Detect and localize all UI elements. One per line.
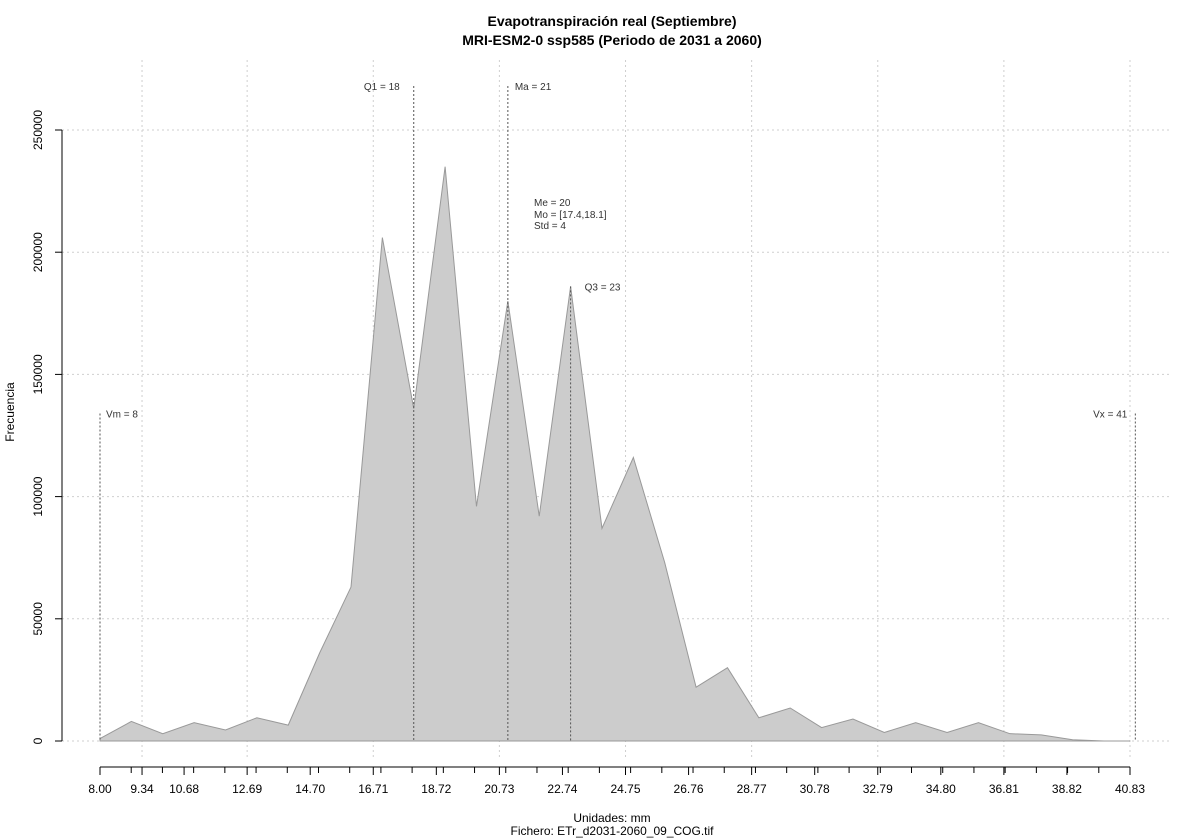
stat-std: Std = 4 xyxy=(534,221,566,232)
x-tick-label: 16.71 xyxy=(358,782,388,796)
file-caption: Fichero: ETr_d2031-2060_09_COG.tif xyxy=(511,824,715,838)
annotation-layer: Vm = 8 Q1 = 18 Ma = 21 Vx = 41 Q3 = 23 xyxy=(99,82,1136,741)
x-tick-label: 20.73 xyxy=(484,782,514,796)
x-tick-label: 14.70 xyxy=(295,782,325,796)
stat-mode: Mo = [17.4,18.1] xyxy=(534,210,607,221)
x-tick-label: 26.76 xyxy=(674,782,704,796)
q1-label: Q1 = 18 xyxy=(364,82,400,93)
y-axis: 0 50000 100000 150000 200000 250000 xyxy=(31,110,63,744)
x-tick-label: 38.82 xyxy=(1052,782,1082,796)
y-tick-label: 100000 xyxy=(31,476,45,516)
x-tick-label: 10.68 xyxy=(169,782,199,796)
x-axis: 8.00 9.34 10.68 12.69 14.70 16.71 18.72 20.73 22… xyxy=(88,766,1145,796)
x-tick-label: 40.83 xyxy=(1115,782,1145,796)
x-tick-label: 32.79 xyxy=(863,782,893,796)
vm-label: Vm = 8 xyxy=(106,410,138,421)
y-tick-label: 200000 xyxy=(31,232,45,272)
x-tick-label: 28.77 xyxy=(737,782,767,796)
x-tick-label: 8.00 xyxy=(88,782,112,796)
distribution-area xyxy=(99,166,1130,742)
x-tick-label: 18.72 xyxy=(421,782,451,796)
ma-label: Ma = 21 xyxy=(515,82,552,93)
stats-box: Me = 20 Mo = [17.4,18.1] Std = 4 xyxy=(534,198,607,232)
x-tick-label: 24.75 xyxy=(610,782,640,796)
x-tick-label: 9.34 xyxy=(130,782,154,796)
x-axis-label: Unidades: mm xyxy=(573,811,650,825)
x-tick-label: 22.74 xyxy=(547,782,577,796)
y-tick-label: 0 xyxy=(31,737,45,744)
x-tick-label: 34.80 xyxy=(926,782,956,796)
area-layer xyxy=(99,166,1130,742)
stat-median: Me = 20 xyxy=(534,198,571,209)
q3-label: Q3 = 23 xyxy=(585,282,621,293)
chart-title: Evapotranspiración real (Septiembre) xyxy=(488,13,737,29)
x-tick-label: 12.69 xyxy=(232,782,262,796)
y-axis-label: Frecuencia xyxy=(3,382,17,442)
vx-label: Vx = 41 xyxy=(1093,410,1128,421)
y-tick-label: 150000 xyxy=(31,354,45,394)
y-tick-label: 50000 xyxy=(31,602,45,636)
x-tick-label: 36.81 xyxy=(989,782,1019,796)
x-tick-label: 30.78 xyxy=(800,782,830,796)
y-tick-label: 250000 xyxy=(31,110,45,150)
chart-subtitle: MRI-ESM2-0 ssp585 (Periodo de 2031 a 206… xyxy=(462,32,762,48)
